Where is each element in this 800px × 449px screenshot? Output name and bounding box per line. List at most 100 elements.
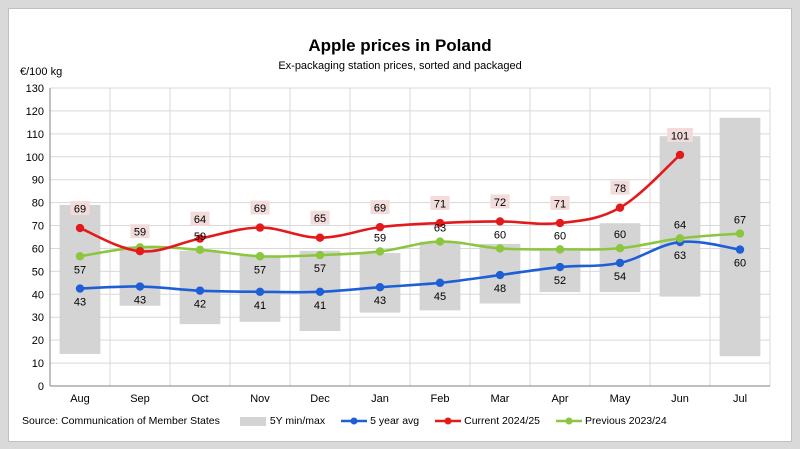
y-tick-label: 130 [26,83,44,95]
legend-item-current: Current 2024/25 [435,415,540,427]
data-label-previous: 60 [494,229,506,241]
data-label-avg: 45 [434,291,446,303]
data-point-current [75,223,85,233]
data-label-avg: 42 [194,299,206,311]
data-label-current: 101 [671,130,689,142]
data-point-previous [735,229,745,238]
data-label-bg-current [550,196,570,211]
data-label-bg-current [430,196,450,211]
data-point-previous [75,252,85,261]
legend-label-range: 5Y min/max [269,415,326,427]
data-label-avg: 52 [554,275,566,287]
data-label-bg-current [190,211,210,226]
x-tick-label: Apr [551,393,568,405]
chart-subtitle: Ex-packaging station prices, sorted and … [278,60,522,72]
data-label-avg: 43 [74,297,86,309]
data-point-previous [495,244,505,253]
data-label-avg: 41 [254,300,266,312]
x-tick-label: Sep [130,393,150,405]
data-label-current: 71 [434,199,446,211]
data-label-current: 69 [74,204,86,216]
data-point-current [495,217,505,226]
range-swatch [239,416,266,426]
y-tick-label: 70 [32,221,44,233]
data-point-avg [375,283,385,292]
legend-item-avg: 5 year avg [341,415,419,427]
data-label-previous: 59 [374,232,386,244]
y-tick-label: 60 [32,243,44,255]
source-note: Source: Communication of Member States [22,415,220,427]
data-point-current [615,203,625,212]
data-label-bg-current [130,224,150,239]
data-label-bg-current [610,180,630,195]
y-tick-label: 110 [26,129,44,141]
data-label-avg: 43 [134,295,146,307]
data-label-previous: 57 [254,264,266,276]
range-bar [359,253,401,313]
x-tick-label: Jun [671,393,689,405]
x-tick-label: Oct [191,393,208,405]
y-tick-label: 10 [32,358,44,370]
data-label-previous: 60 [614,229,626,241]
data-point-previous [255,252,265,261]
data-label-avg: 43 [374,295,386,307]
data-label-current: 72 [494,197,506,209]
data-point-avg [135,282,145,291]
data-label-avg: 60 [734,258,746,270]
data-point-previous [195,245,205,255]
avg-swatch [341,417,368,425]
x-tick-label: Dec [310,393,330,405]
data-label-previous: 63 [434,223,446,235]
x-tick-label: May [610,393,631,405]
data-label-current: 69 [254,203,266,215]
y-tick-label: 90 [32,175,44,187]
data-label-current: 64 [194,214,206,226]
data-label-current: 71 [554,199,566,211]
data-label-avg: 41 [314,300,326,312]
legend-label-avg: 5 year avg [370,415,420,427]
data-point-current [375,222,385,232]
data-point-avg [255,287,265,296]
data-label-avg: 48 [494,283,506,295]
data-label-previous: 67 [734,215,746,227]
data-label-current: 59 [134,227,146,239]
data-point-avg [615,258,625,268]
data-label-bg-current [370,200,390,215]
x-tick-label: Aug [70,393,90,405]
range-bar [659,136,701,297]
data-label-current: 69 [374,203,386,215]
data-point-previous [435,237,445,246]
data-label-previous: 57 [314,263,326,275]
y-tick-label: 50 [32,266,44,278]
data-point-current [315,233,325,242]
y-tick-label: 80 [32,198,44,210]
data-point-current [435,218,445,228]
y-tick-label: 120 [26,106,44,118]
x-tick-label: Jan [371,393,389,405]
data-label-avg: 63 [674,250,686,262]
data-point-avg [195,286,205,295]
data-label-previous: 64 [674,219,686,231]
x-tick-label: Jul [733,393,747,405]
data-point-avg [75,284,85,293]
data-label-previous: 59 [194,231,206,243]
data-label-bg-current [667,127,693,142]
data-label-bg-current [250,200,270,215]
data-point-avg [555,262,565,272]
x-tick-label: Nov [250,393,270,405]
y-tick-label: 20 [32,335,44,347]
legend-label-previous: Previous 2023/24 [585,415,667,427]
data-point-previous [375,247,385,256]
legend-item-previous: Previous 2023/24 [556,415,667,427]
data-label-current: 65 [314,213,326,225]
data-label-current: 78 [614,183,626,195]
data-point-previous [615,244,625,253]
data-point-previous [315,250,325,260]
data-point-avg [735,245,745,254]
range-bar [419,241,461,311]
data-point-previous [675,234,685,243]
y-tick-label: 100 [26,152,44,164]
data-point-current [195,234,205,243]
data-label-bg-current [490,194,510,209]
